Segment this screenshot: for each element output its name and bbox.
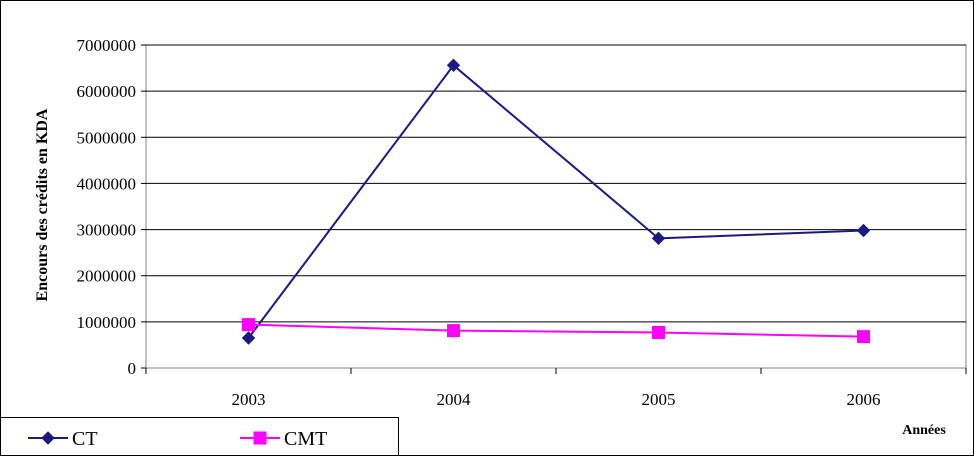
y-tick-label: 4000000 [77,174,137,193]
legend-box [0,417,399,456]
series-cmt [242,318,870,344]
y-tick-label: 0 [128,359,137,378]
plot-area [145,44,967,369]
data-point-cmt [447,324,460,338]
y-tick-labels: 0 1000000 2000000 3000000 4000000 5000000 6000… [77,36,137,378]
legend-label: CMT [284,428,327,450]
data-point-ct [241,331,256,345]
data-point-cmt [242,318,255,332]
legend: CT CMT [0,417,399,456]
series-line-cmt [248,323,864,338]
y-tick-label: 6000000 [77,82,137,101]
x-ticks [145,368,967,374]
data-point-cmt [652,325,665,339]
legend-items: CT CMT [28,428,327,450]
grid-lines [141,44,966,369]
data-point-ct [856,223,871,238]
y-tick-label: 2000000 [77,267,137,286]
data-point-ct [446,58,461,73]
x-tick-labels: 2003 2004 2005 2006 [232,390,881,409]
y-tick-label: 1000000 [77,313,137,332]
y-tick-label: 7000000 [77,36,137,55]
y-axis-title: Encours des crédits en KDA [34,108,51,301]
series-group [241,58,871,345]
series-ct [241,58,871,345]
legend-label: CT [72,428,98,450]
x-tick-label: 2006 [847,390,881,409]
y-tick-label: 5000000 [77,128,137,147]
legend-item-ct: CT [28,428,98,450]
data-point-ct [651,231,666,246]
x-axis-title: Années [902,423,946,438]
series-line-ct [247,63,864,339]
x-tick-label: 2005 [642,390,676,409]
data-point-cmt [857,330,870,344]
legend-marker [41,431,55,445]
x-tick-label: 2003 [232,390,266,409]
legend-marker [253,431,267,445]
y-tick-label: 3000000 [77,221,137,240]
x-tick-label: 2004 [437,390,472,409]
legend-item-cmt: CMT [240,428,327,450]
